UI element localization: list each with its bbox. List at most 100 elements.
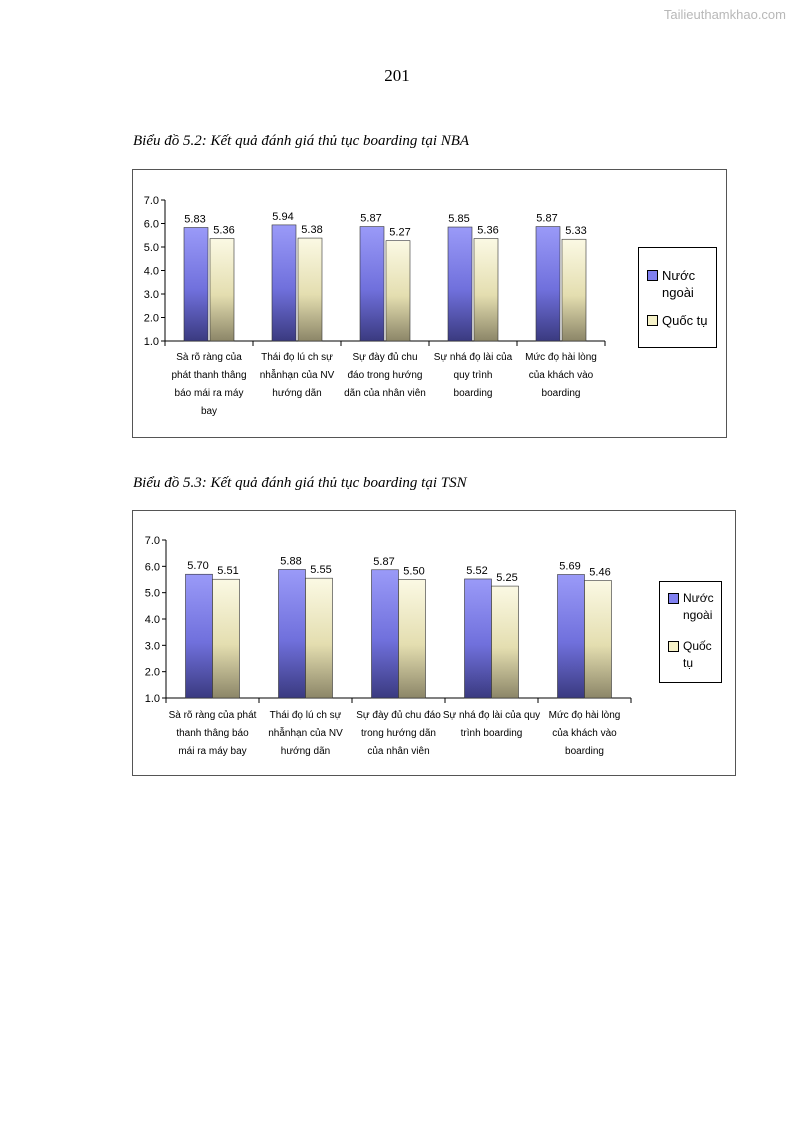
chart-tsn-plot: 7.0 6.0 5.0 4.0 3.0 2.0 1.0 5.70 5.51 Sà rõ rà… bbox=[145, 535, 632, 757]
category-label: của khách vào bbox=[552, 727, 617, 739]
data-label-domestic: 5.55 bbox=[310, 564, 331, 576]
page-number: 201 bbox=[384, 66, 410, 85]
data-label-foreign: 5.87 bbox=[536, 213, 557, 225]
y-tick-label: 2.0 bbox=[145, 667, 160, 679]
bar-foreign bbox=[271, 224, 297, 342]
legend-item-foreign: Nước ngoài bbox=[647, 267, 716, 301]
bar-foreign bbox=[535, 226, 561, 342]
legend-item-foreign: Nước ngoài bbox=[668, 590, 721, 624]
bar-foreign bbox=[185, 573, 213, 699]
y-tick-label: 7.0 bbox=[144, 195, 159, 207]
category-label: đáo trong hướng bbox=[348, 370, 423, 381]
bar-foreign bbox=[359, 226, 385, 342]
bar-foreign bbox=[183, 227, 209, 342]
category-label: Mức đọ hài lòng bbox=[525, 352, 597, 363]
y-tick-label: 5.0 bbox=[144, 242, 159, 254]
category-label: Sự nhá đọ lài của quy bbox=[443, 709, 540, 721]
bar-domestic bbox=[385, 240, 411, 342]
legend-item-domestic: Quốc tụ bbox=[647, 312, 708, 329]
data-label-domestic: 5.25 bbox=[496, 572, 517, 584]
data-label-domestic: 5.51 bbox=[217, 565, 238, 577]
data-label-foreign: 5.87 bbox=[360, 213, 381, 225]
y-tick-label: 1.0 bbox=[145, 693, 160, 705]
category-label: Sự nhá đọ lài của bbox=[434, 351, 513, 363]
category-label: Sà rõ ràng của phát bbox=[169, 709, 257, 721]
category-label: nhẫnhạn của NV bbox=[268, 726, 343, 739]
bar-domestic bbox=[212, 578, 240, 699]
legend-swatch-domestic bbox=[668, 641, 679, 652]
y-tick-label: 3.0 bbox=[144, 289, 159, 301]
legend-swatch-foreign bbox=[668, 593, 679, 604]
legend-label-foreign: Nước ngoài bbox=[683, 591, 714, 622]
category-label: Sự đày đủ chu bbox=[352, 351, 417, 363]
data-label-domestic: 5.38 bbox=[301, 224, 322, 236]
y-tick-label: 7.0 bbox=[145, 535, 160, 547]
bar-domestic bbox=[491, 585, 519, 699]
data-label-domestic: 5.36 bbox=[213, 225, 234, 237]
bar-domestic bbox=[297, 237, 323, 342]
bar-foreign bbox=[278, 569, 306, 699]
legend-swatch-foreign bbox=[647, 270, 658, 281]
chart-title-tsn: Biểu đồ 5.3: Kết quả đánh giá thủ tục bo… bbox=[133, 475, 467, 491]
category-label: Thái đọ lú ch sự bbox=[270, 710, 342, 721]
chart-tsn: 7.0 6.0 5.0 4.0 3.0 2.0 1.0 5.70 5.51 Sà rõ rà… bbox=[132, 510, 736, 776]
category-label: hướng dãn bbox=[281, 746, 330, 757]
chart-nba: 7.0 6.0 5.0 4.0 3.0 2.0 1.0 5.83 5.36 Sà rõ rà… bbox=[132, 169, 727, 438]
category-label: báo mái ra máy bbox=[175, 388, 244, 399]
category-label: nhẫnhạn của NV bbox=[260, 368, 335, 381]
data-label-foreign: 5.88 bbox=[280, 555, 301, 567]
category-label: phát thanh thâng bbox=[171, 370, 246, 381]
category-label: Thái đọ lú ch sự bbox=[261, 352, 333, 363]
y-tick-label: 4.0 bbox=[145, 614, 160, 626]
data-label-foreign: 5.83 bbox=[184, 213, 205, 225]
y-tick-label: 1.0 bbox=[144, 336, 159, 348]
category-label: của khách vào bbox=[529, 369, 594, 381]
data-label-foreign: 5.52 bbox=[466, 565, 487, 577]
bar-domestic bbox=[209, 238, 235, 342]
y-tick-label: 5.0 bbox=[145, 588, 160, 600]
data-label-foreign: 5.70 bbox=[187, 560, 208, 572]
category-label: dãn của nhân viên bbox=[344, 387, 426, 399]
category-label: Sự đày đủ chu đáo bbox=[356, 709, 441, 721]
category-label: Sà rõ ràng của bbox=[176, 351, 242, 363]
data-label-domestic: 5.46 bbox=[589, 567, 610, 579]
category-label: trong hướng dãn bbox=[361, 728, 436, 739]
bar-domestic bbox=[561, 238, 587, 342]
bar-domestic bbox=[398, 579, 426, 699]
category-label: quy trình bbox=[454, 370, 493, 381]
bar-foreign bbox=[464, 578, 492, 699]
data-label-domestic: 5.27 bbox=[389, 227, 410, 239]
legend-label-foreign: Nước ngoài bbox=[662, 268, 696, 300]
bar-foreign bbox=[371, 569, 399, 699]
y-tick-label: 4.0 bbox=[144, 266, 159, 278]
category-label: thanh thâng báo bbox=[176, 728, 249, 739]
data-label-foreign: 5.94 bbox=[272, 211, 293, 223]
data-label-foreign: 5.87 bbox=[373, 556, 394, 568]
data-label-foreign: 5.85 bbox=[448, 213, 469, 225]
category-label: Mức đọ hài lòng bbox=[549, 710, 621, 721]
chart-nba-plot: 7.0 6.0 5.0 4.0 3.0 2.0 1.0 5.83 5.36 Sà rõ rà… bbox=[144, 195, 606, 417]
data-label-domestic: 5.33 bbox=[565, 225, 586, 237]
watermark: Tailieuthamkhao.com bbox=[663, 7, 786, 22]
y-tick-label: 6.0 bbox=[145, 561, 160, 573]
data-label-domestic: 5.50 bbox=[403, 566, 424, 578]
category-label: mái ra máy bay bbox=[178, 746, 246, 757]
bar-domestic bbox=[305, 577, 333, 699]
bar-foreign bbox=[557, 574, 585, 699]
data-label-domestic: 5.36 bbox=[477, 225, 498, 237]
chart-nba-legend: Nước ngoài Quốc tụ bbox=[638, 247, 717, 348]
y-tick-label: 6.0 bbox=[144, 219, 159, 231]
category-label: của nhân viên bbox=[367, 745, 429, 757]
category-label: boarding bbox=[454, 388, 493, 399]
category-label: boarding bbox=[542, 388, 581, 399]
chart-title-nba: Biểu đồ 5.2: Kết quả đánh giá thủ tục bo… bbox=[133, 133, 470, 149]
category-label: boarding bbox=[565, 746, 604, 757]
category-label: hướng dãn bbox=[272, 388, 321, 399]
y-tick-label: 3.0 bbox=[145, 640, 160, 652]
legend-swatch-domestic bbox=[647, 315, 658, 326]
legend-item-domestic: Quốc tụ bbox=[668, 638, 716, 672]
data-label-foreign: 5.69 bbox=[559, 560, 580, 572]
legend-label-domestic: Quốc tụ bbox=[662, 313, 708, 328]
chart-tsn-legend: Nước ngoài Quốc tụ bbox=[659, 581, 722, 683]
legend-label-domestic: Quốc tụ bbox=[683, 639, 712, 670]
